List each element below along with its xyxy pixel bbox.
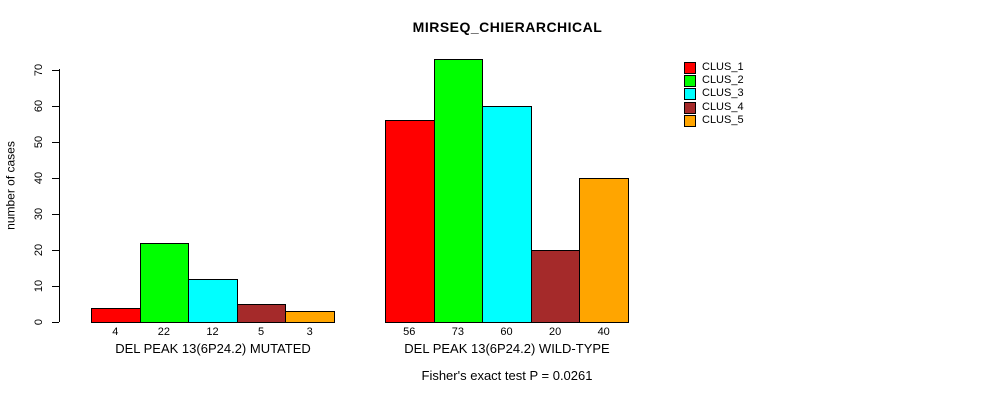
legend-label-clus_3: CLUS_3 (702, 87, 744, 100)
bar-clus_4-group2 (530, 250, 581, 323)
legend-label-clus_2: CLUS_2 (702, 74, 744, 87)
bar-value-label: 22 (157, 326, 171, 338)
legend-swatch-clus_5 (684, 114, 696, 127)
legend-swatch-clus_4 (684, 101, 696, 114)
y-tick-label: 30 (33, 207, 45, 221)
legend-label-clus_5: CLUS_5 (702, 113, 744, 126)
y-tick-label: 50 (33, 135, 45, 149)
bar-clus_2-group1 (139, 242, 190, 323)
y-tick-label: 20 (33, 243, 45, 257)
bar-value-label: 73 (451, 326, 465, 338)
x-group-label-wildtype: DEL PEAK 13(6P24.2) WILD-TYPE (404, 341, 610, 356)
bar-value-label: 56 (403, 326, 416, 338)
legend-swatch-clus_2 (684, 75, 696, 88)
bar-clus_3-group1 (188, 278, 238, 323)
y-tick-mark (52, 213, 59, 215)
bar-clus_1-group1 (91, 307, 141, 323)
chart-title: MIRSEQ_CHIERARCHICAL (412, 19, 603, 35)
bar-value-label: 4 (112, 326, 119, 338)
y-tick-mark (52, 141, 59, 143)
y-tick-label: 0 (33, 318, 45, 326)
bar-clus_3-group2 (482, 106, 532, 323)
y-tick-mark (52, 105, 59, 107)
bar-value-label: 12 (206, 326, 219, 338)
legend-swatch-clus_1 (684, 62, 696, 74)
bar-clus_5-group2 (579, 178, 629, 323)
y-tick-mark (52, 321, 59, 323)
legend-swatch-clus_3 (684, 88, 696, 101)
bar-value-label: 3 (306, 326, 313, 338)
y-tick-mark (52, 177, 59, 179)
bar-value-label: 40 (597, 326, 610, 338)
y-tick-mark (52, 285, 59, 287)
y-tick-label: 10 (33, 279, 45, 293)
bar-value-label: 20 (548, 326, 562, 338)
y-axis-title: number of cases (3, 141, 18, 230)
fisher-test-annotation: Fisher's exact test P = 0.0261 (421, 368, 593, 383)
bar-clus_5-group1 (285, 311, 335, 323)
y-tick-label: 60 (33, 99, 45, 113)
legend-label-clus_4: CLUS_4 (702, 100, 744, 113)
bar-clus_4-group1 (236, 304, 287, 323)
bar-value-label: 5 (258, 326, 265, 338)
x-group-label-mutated: DEL PEAK 13(6P24.2) MUTATED (115, 341, 311, 356)
bar-value-label: 60 (500, 326, 513, 338)
y-tick-label: 40 (33, 171, 45, 185)
y-tick-mark (52, 249, 59, 251)
legend-label-clus_1: CLUS_1 (702, 61, 744, 73)
y-tick-mark (52, 69, 59, 71)
y-axis-line (59, 69, 60, 322)
y-tick-label: 70 (33, 63, 45, 77)
bar-clus_1-group2 (385, 120, 435, 323)
bar-clus_2-group2 (433, 59, 484, 323)
